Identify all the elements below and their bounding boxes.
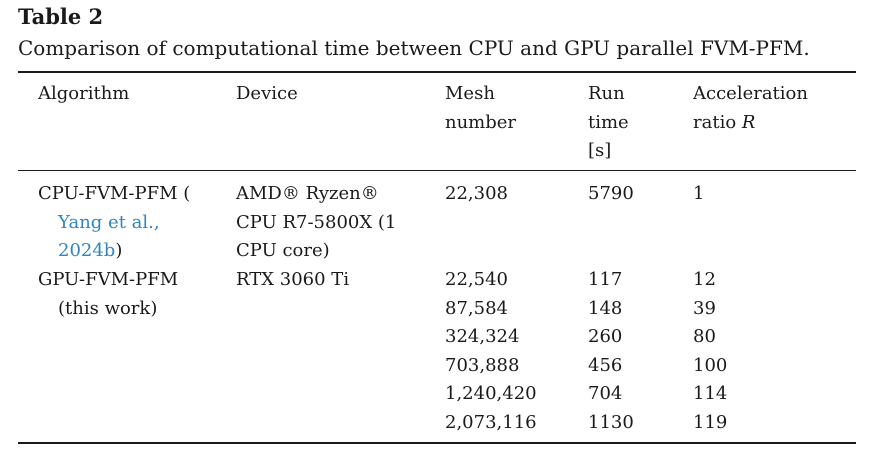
row2-mesh: 22,540 87,584 324,324 703,888 1,240,420 … bbox=[445, 266, 537, 438]
mesh-value: 22,540 bbox=[445, 269, 508, 290]
mesh-value: 324,324 bbox=[445, 326, 520, 348]
time-value: 260 bbox=[588, 326, 623, 348]
row1-algorithm: CPU-FVM-PFM ( Yang et al., 2024b) bbox=[38, 180, 190, 266]
time-value: 5790 bbox=[588, 183, 634, 204]
citation-link-year[interactable]: 2024b bbox=[58, 240, 116, 262]
row1-ratio: 1 bbox=[693, 180, 704, 209]
row1-mesh: 22,308 bbox=[445, 180, 508, 209]
time-value: 117 bbox=[588, 269, 623, 290]
time-value: 456 bbox=[588, 354, 623, 376]
header-rule bbox=[18, 170, 856, 171]
mesh-value: 2,073,116 bbox=[445, 411, 537, 433]
citation-link[interactable]: Yang et al., bbox=[58, 211, 160, 233]
row1-device: AMD® Ryzen® CPU R7-5800X (1 CPU core) bbox=[236, 180, 396, 266]
time-value: 1130 bbox=[588, 411, 634, 433]
row1-device-line1: AMD® Ryzen® bbox=[236, 183, 379, 204]
row2-time: 117 148 260 456 704 1130 bbox=[588, 266, 634, 438]
header-run-time: Run time [s] bbox=[588, 80, 629, 166]
ratio-value: 100 bbox=[693, 354, 728, 376]
row2-device: RTX 3060 Ti bbox=[236, 266, 349, 295]
mesh-value: 703,888 bbox=[445, 354, 520, 376]
mesh-value: 87,584 bbox=[445, 297, 508, 319]
row2-algorithm-line2: (this work) bbox=[58, 297, 158, 319]
ratio-value: 80 bbox=[693, 326, 716, 348]
row1-algorithm-close: ) bbox=[115, 240, 123, 262]
header-acc-ratio-word: ratio bbox=[693, 111, 742, 133]
top-rule bbox=[18, 71, 856, 73]
header-mesh-line2: number bbox=[445, 111, 517, 133]
header-mesh-number: Mesh number bbox=[445, 80, 516, 137]
row2-algorithm: GPU-FVM-PFM (this work) bbox=[38, 266, 178, 323]
row1-algorithm-line1: CPU-FVM-PFM ( bbox=[38, 183, 191, 204]
row1-citation[interactable]: Yang et al., bbox=[38, 209, 190, 238]
row1-device-line2: CPU R7-5800X (1 bbox=[236, 211, 397, 233]
header-algorithm: Algorithm bbox=[38, 83, 130, 104]
bottom-rule bbox=[18, 442, 856, 444]
ratio-value: 119 bbox=[693, 411, 728, 433]
ratio-value: 12 bbox=[693, 269, 716, 290]
time-value: 704 bbox=[588, 383, 623, 405]
row2-ratio: 12 39 80 100 114 119 bbox=[693, 266, 727, 438]
row2-algorithm-line1: GPU-FVM-PFM bbox=[38, 269, 179, 290]
mesh-value: 1,240,420 bbox=[445, 383, 537, 405]
header-run-line3: [s] bbox=[588, 140, 612, 162]
header-mesh-line1: Mesh bbox=[445, 83, 495, 104]
time-value: 148 bbox=[588, 297, 623, 319]
ratio-value: 114 bbox=[693, 383, 728, 405]
header-run-line1: Run bbox=[588, 83, 625, 104]
ratio-value: 39 bbox=[693, 297, 716, 319]
header-acc-variable: R bbox=[741, 111, 756, 133]
row2-device-line1: RTX 3060 Ti bbox=[236, 269, 350, 290]
header-run-line2: time bbox=[588, 111, 629, 133]
row1-device-line3: CPU core) bbox=[236, 240, 330, 262]
header-acc-line1: Acceleration bbox=[693, 83, 808, 104]
row1-citation-line2[interactable]: 2024b) bbox=[38, 237, 190, 266]
header-acc-line2: ratio R bbox=[693, 109, 808, 138]
header-acceleration-ratio: Acceleration ratio R bbox=[693, 80, 808, 137]
table-caption-label: Table 2 bbox=[18, 4, 104, 29]
table-caption-text: Comparison of computational time between… bbox=[18, 36, 810, 60]
ratio-value: 1 bbox=[693, 183, 705, 204]
header-device: Device bbox=[236, 83, 298, 104]
mesh-value: 22,308 bbox=[445, 183, 508, 204]
row1-time: 5790 bbox=[588, 180, 634, 209]
